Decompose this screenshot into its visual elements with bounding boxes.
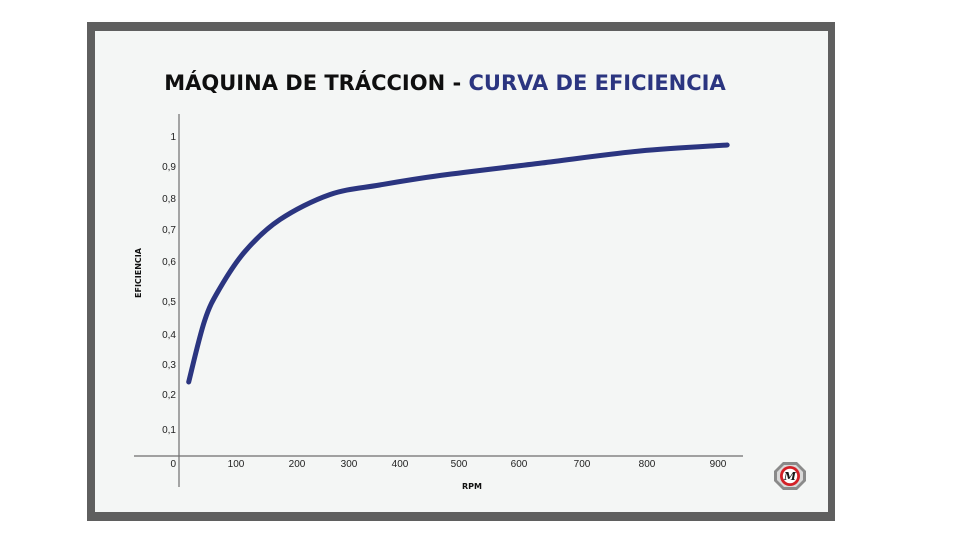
x-tick-label: 100: [227, 459, 245, 470]
chart-title: MÁQUINA DE TRÁCCION - CURVA DE EFICIENCI…: [0, 71, 890, 95]
y-tick-label: 1: [170, 132, 176, 143]
x-tick-label: 300: [340, 459, 358, 470]
y-tick-label: 0,8: [162, 194, 176, 205]
y-axis-label: EFICIENCIA: [134, 248, 143, 298]
x-tick-label: 800: [638, 459, 656, 470]
m-badge-logo-icon: M: [774, 462, 806, 490]
y-tick-label: 0,5: [162, 297, 176, 308]
x-tick-label: 700: [573, 459, 591, 470]
x-tick-label: 900: [709, 459, 727, 470]
x-tick-label: 600: [510, 459, 528, 470]
efficiency-curve: [186, 142, 730, 385]
y-tick-label: 0,2: [162, 390, 176, 401]
chart-title-main: MÁQUINA DE TRÁCCION: [164, 71, 446, 95]
y-tick-label: 0,4: [162, 330, 176, 341]
chart-panel: [95, 31, 828, 512]
origin-tick-label: 0: [170, 459, 176, 470]
y-tick-label: 0,7: [162, 225, 176, 236]
x-tick-label: 400: [391, 459, 409, 470]
chart-title-accent: CURVA DE EFICIENCIA: [468, 71, 726, 95]
x-axis-label: RPM: [462, 482, 482, 491]
x-tick-label: 500: [450, 459, 468, 470]
logo-letter: M: [783, 470, 797, 483]
y-tick-label: 0,3: [162, 360, 176, 371]
chart-title-separator: -: [445, 71, 469, 95]
y-tick-label: 0,1: [162, 425, 176, 436]
y-tick-label: 0,9: [162, 162, 176, 173]
y-tick-label: 0,6: [162, 257, 176, 268]
x-tick-label: 200: [288, 459, 306, 470]
